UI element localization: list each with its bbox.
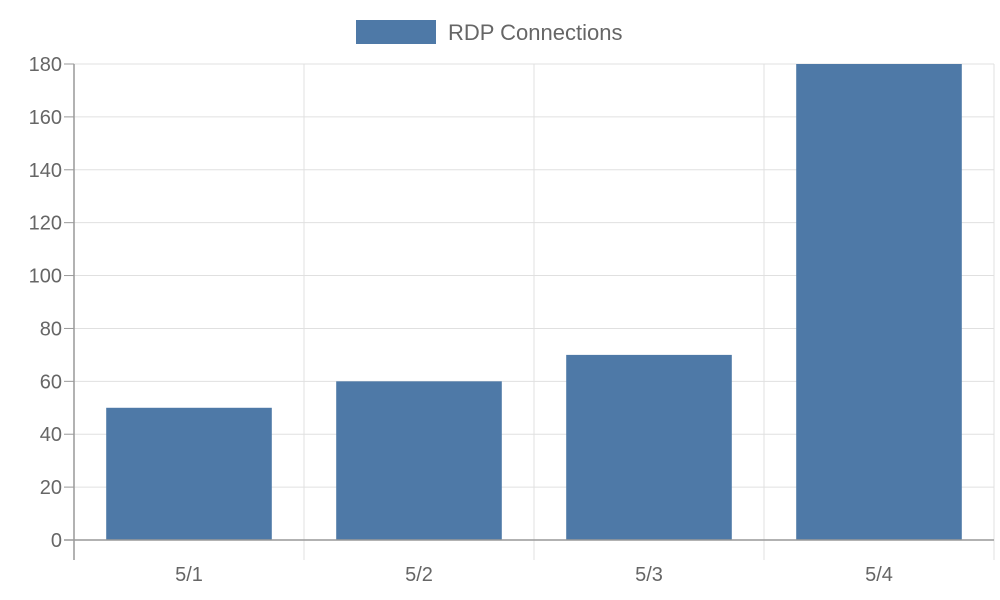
legend-swatch[interactable] [356, 20, 436, 44]
legend[interactable]: RDP Connections [356, 20, 622, 45]
axes-layer: 0 20 40 60 80 100 120 140 160 180 5/1 5/2 5/3 5/4 [29, 54, 995, 586]
bars-layer [106, 64, 962, 540]
y-tick-label: 20 [40, 477, 62, 499]
x-tick-label: 5/2 [405, 564, 433, 586]
legend-label[interactable]: RDP Connections [448, 20, 622, 45]
x-tick-label: 5/3 [635, 564, 663, 586]
bar[interactable] [106, 407, 272, 540]
y-tick-label: 140 [29, 160, 62, 182]
y-tick-label: 40 [40, 424, 62, 446]
y-tick-label: 160 [29, 107, 62, 129]
bar[interactable] [796, 64, 962, 540]
y-tick-label: 100 [29, 266, 62, 288]
y-tick-label: 60 [40, 371, 62, 393]
x-tick-label: 5/1 [175, 564, 203, 586]
y-tick-label: 80 [40, 318, 62, 340]
bar[interactable] [336, 381, 502, 540]
y-tick-label: 180 [29, 54, 62, 76]
x-tick-label: 5/4 [865, 564, 893, 586]
y-tick-label: 120 [29, 213, 62, 235]
y-tick-label: 0 [51, 530, 62, 552]
bar[interactable] [566, 354, 732, 540]
grid-layer [74, 63, 995, 540]
